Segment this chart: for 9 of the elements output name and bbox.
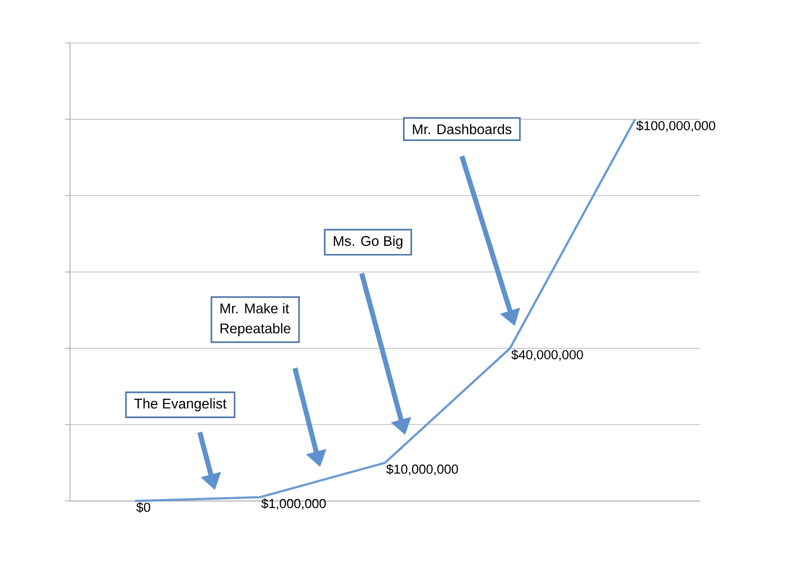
data-label: $100,000,000 [636,120,716,132]
annotation: Mr. Make it Repeatable [220,303,290,336]
annotation: Mr. Dashboards [412,124,512,134]
data-label: $1,000,000 [261,498,326,510]
data-label: $0 [136,502,150,513]
annotation: The Evangelist [134,398,226,412]
data-label: $10,000,000 [386,464,458,476]
annotation: Ms. Go Big [334,236,402,249]
data-label: $40,000,000 [511,350,583,361]
